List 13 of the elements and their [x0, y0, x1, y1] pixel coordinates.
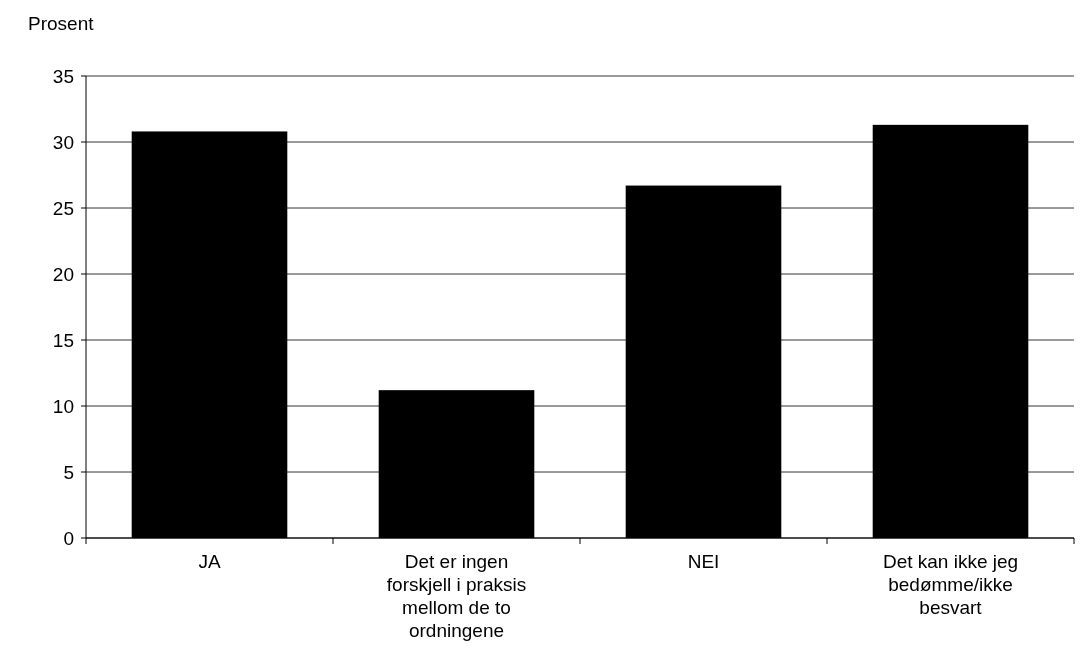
x-tick-label: NEI [687, 551, 720, 572]
x-tick-label: Det kan ikke jeg bedømme/ikke besvart [882, 551, 1019, 618]
y-tick-label: 5 [63, 461, 74, 483]
y-tick-label: 25 [52, 197, 74, 219]
x-tick-label: JA [198, 551, 221, 572]
x-tick-label: Det er ingen forskjell i praksis mellom de to ordningene [386, 551, 527, 641]
y-tick-label: 35 [52, 65, 74, 87]
y-tick-label: 0 [63, 527, 74, 549]
y-tick-label: 30 [52, 131, 74, 153]
y-axis-title: Prosent [28, 13, 95, 34]
y-tick-label: 10 [52, 395, 74, 417]
y-tick-label: 20 [52, 263, 74, 285]
y-tick-label: 15 [52, 329, 74, 351]
